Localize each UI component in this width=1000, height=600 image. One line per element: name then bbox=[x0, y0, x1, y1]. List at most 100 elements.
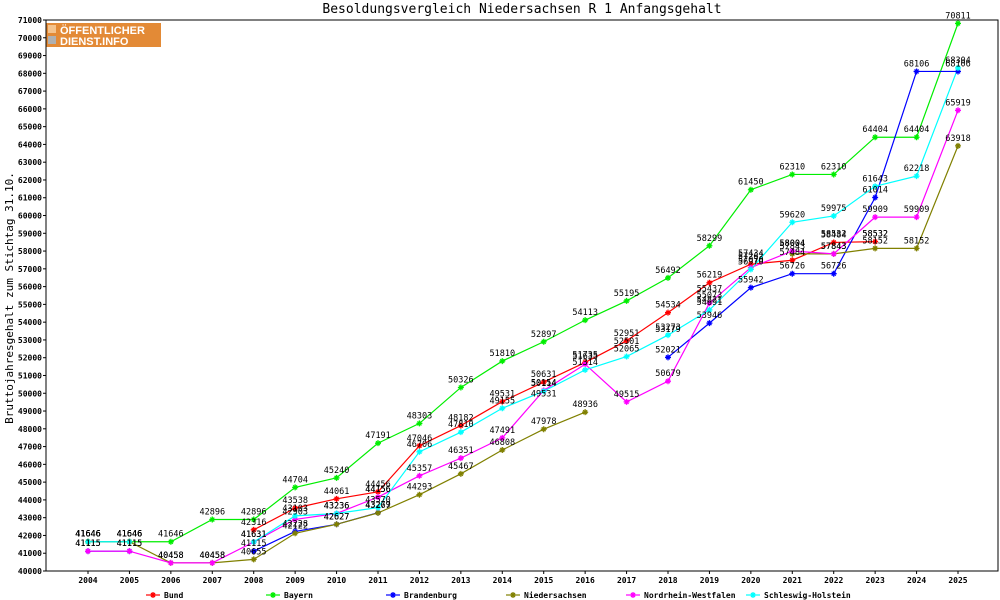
y-tick-label: 65000 bbox=[18, 123, 42, 132]
data-point-bayern bbox=[623, 297, 630, 304]
data-point-niedersachsen bbox=[292, 530, 299, 537]
value-label-brandenburg: 43279 bbox=[365, 501, 391, 511]
data-point-nordrhein-westfalen bbox=[913, 214, 920, 221]
value-label-nordrhein-westfalen: 65919 bbox=[945, 98, 971, 108]
value-label-niedersachsen: 41646 bbox=[75, 530, 101, 540]
value-label-schleswig-holstein: 47810 bbox=[448, 420, 474, 430]
data-point-brandenburg bbox=[913, 68, 920, 75]
legend-marker-bayern bbox=[270, 592, 276, 598]
value-label-schleswig-holstein: 41631 bbox=[241, 530, 267, 540]
value-label-extra: 44156 bbox=[365, 485, 391, 495]
value-label-brandenburg: 41115 bbox=[117, 539, 143, 549]
value-label-bund: 50631 bbox=[531, 370, 557, 380]
value-label-niedersachsen: 58152 bbox=[862, 236, 888, 246]
chart-title: Besoldungsvergleich Niedersachsen R 1 An… bbox=[322, 2, 721, 17]
data-point-schleswig-holstein bbox=[665, 332, 671, 339]
data-point-nordrhein-westfalen bbox=[292, 516, 299, 523]
value-label-bund: 44061 bbox=[324, 487, 350, 497]
logo-line-1: ÖFFENTLICHER bbox=[60, 24, 145, 37]
value-label-niedersachsen: 42627 bbox=[324, 512, 350, 522]
data-point-niedersachsen bbox=[416, 491, 423, 498]
value-label-brandenburg: 68106 bbox=[904, 59, 930, 69]
data-point-brandenburg bbox=[872, 194, 879, 201]
value-label-niedersachsen: 40655 bbox=[241, 547, 267, 557]
data-point-schleswig-holstein bbox=[333, 510, 340, 517]
value-label-schleswig-holstein: 49155 bbox=[489, 396, 515, 406]
logo-mark-lower bbox=[48, 36, 56, 44]
data-point-schleswig-holstein bbox=[85, 538, 91, 545]
value-label-bayern: 41646 bbox=[75, 530, 101, 540]
y-tick-label: 41000 bbox=[18, 549, 42, 558]
data-point-nordrhein-westfalen bbox=[126, 548, 133, 555]
logo-mark bbox=[48, 25, 56, 33]
value-label-nordrhein-westfalen: 40458 bbox=[158, 551, 184, 561]
value-label-extra: 49531 bbox=[531, 390, 557, 400]
x-tick-label: 2010 bbox=[327, 576, 346, 585]
value-label-schleswig-holstein: 59975 bbox=[821, 204, 847, 214]
data-point-bayern bbox=[499, 358, 506, 365]
value-label-nordrhein-westfalen: 43236 bbox=[324, 501, 350, 511]
legend: Bund Bayern Brandenburg Niedersachsen Nordrh… bbox=[146, 590, 851, 600]
legend-label-nordrhein-westfalen: Nordrhein-Westfalen bbox=[644, 590, 736, 600]
value-label-bayern: 58299 bbox=[697, 234, 723, 244]
x-tick-label: 2011 bbox=[368, 576, 387, 585]
data-point-bund bbox=[665, 309, 671, 316]
value-label-niedersachsen: 43267 bbox=[365, 501, 391, 511]
value-label-schleswig-holstein: 51314 bbox=[572, 358, 598, 368]
data-point-bayern bbox=[582, 317, 589, 324]
data-point-nordrhein-westfalen bbox=[830, 250, 837, 257]
data-point-niedersachsen bbox=[955, 142, 961, 149]
data-point-bayern bbox=[830, 171, 837, 178]
data-point-schleswig-holstein bbox=[457, 429, 464, 436]
value-label-bund: 44456 bbox=[365, 480, 391, 490]
value-label-bund: 48182 bbox=[448, 414, 474, 424]
data-point-nordrhein-westfalen bbox=[209, 559, 216, 566]
value-label-niedersachsen: 46808 bbox=[489, 438, 515, 448]
value-label-brandenburg: 55942 bbox=[738, 276, 764, 286]
data-point-schleswig-holstein bbox=[292, 512, 299, 519]
data-point-bund bbox=[623, 337, 630, 344]
value-label-brandenburg: 61014 bbox=[862, 185, 888, 195]
data-point-nordrhein-westfalen bbox=[457, 455, 464, 462]
value-label-brandenburg: 41115 bbox=[241, 539, 267, 549]
y-tick-label: 66000 bbox=[18, 105, 42, 114]
y-tick-label: 68000 bbox=[18, 69, 42, 78]
value-label-bayern: 47191 bbox=[365, 431, 391, 441]
legend-marker-bund bbox=[150, 592, 156, 598]
x-tick-label: 2014 bbox=[493, 576, 512, 585]
data-point-bayern bbox=[209, 516, 216, 523]
data-point-schleswig-holstein bbox=[830, 212, 837, 219]
series-line-bayern bbox=[88, 23, 959, 543]
data-point-bund bbox=[747, 261, 754, 268]
legend-marker-nordrhein-westfalen bbox=[630, 592, 636, 598]
data-point-brandenburg bbox=[706, 320, 713, 327]
series-points bbox=[85, 20, 961, 566]
series-line-nordrhein-westfalen bbox=[88, 110, 959, 564]
x-tick-label: 2015 bbox=[534, 576, 553, 585]
value-label-bund: 51735 bbox=[572, 350, 598, 360]
value-label-schleswig-holstein: 43103 bbox=[282, 504, 308, 514]
value-label-nordrhein-westfalen: 59909 bbox=[904, 205, 930, 215]
value-label-schleswig-holstein: 56970 bbox=[738, 257, 764, 267]
data-point-bayern bbox=[955, 20, 961, 27]
data-point-bayern bbox=[872, 134, 879, 141]
y-tick-label: 64000 bbox=[18, 140, 42, 149]
data-point-bund bbox=[250, 526, 257, 533]
value-label-nordrhein-westfalen: 41631 bbox=[241, 530, 267, 540]
value-label-bayern: 54113 bbox=[572, 308, 598, 318]
value-label-nordrhein-westfalen: 41115 bbox=[75, 539, 101, 549]
value-label-extra: 52501 bbox=[614, 337, 640, 347]
data-point-bayern bbox=[540, 338, 547, 345]
data-point-bayern bbox=[333, 474, 340, 481]
data-point-bayern bbox=[706, 242, 713, 249]
y-tick-label: 58000 bbox=[18, 247, 42, 256]
y-tick-label: 59000 bbox=[18, 229, 42, 238]
y-tick-label: 63000 bbox=[18, 158, 42, 167]
plot-frame bbox=[45, 19, 999, 572]
value-label-nordrhein-westfalen: 59909 bbox=[862, 205, 888, 215]
y-tick-label: 54000 bbox=[18, 318, 42, 327]
value-label-bayern: 64404 bbox=[904, 125, 930, 135]
y-tick-label: 67000 bbox=[18, 87, 42, 96]
data-point-bayern bbox=[665, 274, 671, 281]
